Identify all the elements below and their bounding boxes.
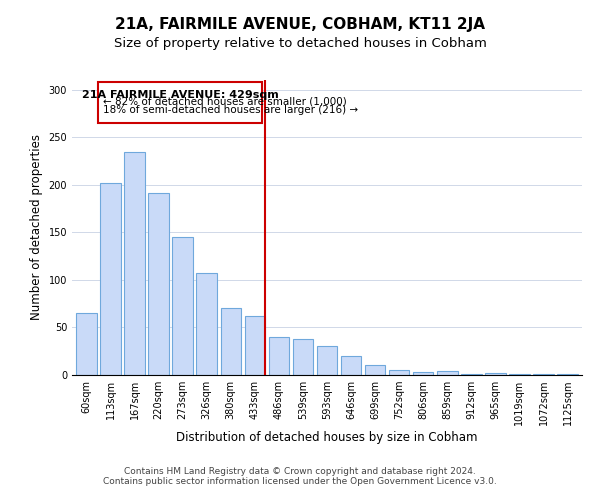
Text: Contains HM Land Registry data © Crown copyright and database right 2024.: Contains HM Land Registry data © Crown c… bbox=[124, 467, 476, 476]
Bar bbox=[172, 237, 193, 375]
Text: 21A FAIRMILE AVENUE: 429sqm: 21A FAIRMILE AVENUE: 429sqm bbox=[82, 90, 278, 100]
FancyBboxPatch shape bbox=[98, 82, 262, 123]
Bar bbox=[196, 273, 217, 375]
Bar bbox=[76, 313, 97, 375]
Bar bbox=[533, 374, 554, 375]
Text: 21A, FAIRMILE AVENUE, COBHAM, KT11 2JA: 21A, FAIRMILE AVENUE, COBHAM, KT11 2JA bbox=[115, 18, 485, 32]
X-axis label: Distribution of detached houses by size in Cobham: Distribution of detached houses by size … bbox=[176, 431, 478, 444]
Bar bbox=[389, 370, 409, 375]
Bar bbox=[293, 339, 313, 375]
Bar bbox=[437, 371, 458, 375]
Y-axis label: Number of detached properties: Number of detached properties bbox=[30, 134, 43, 320]
Text: 18% of semi-detached houses are larger (216) →: 18% of semi-detached houses are larger (… bbox=[103, 104, 358, 115]
Text: Size of property relative to detached houses in Cobham: Size of property relative to detached ho… bbox=[113, 38, 487, 51]
Bar bbox=[269, 337, 289, 375]
Bar bbox=[485, 373, 506, 375]
Text: ← 82% of detached houses are smaller (1,000): ← 82% of detached houses are smaller (1,… bbox=[103, 96, 347, 106]
Bar bbox=[221, 308, 241, 375]
Bar bbox=[413, 372, 433, 375]
Bar bbox=[365, 366, 385, 375]
Bar bbox=[557, 374, 578, 375]
Bar bbox=[341, 356, 361, 375]
Bar bbox=[461, 374, 482, 375]
Bar bbox=[100, 183, 121, 375]
Bar bbox=[148, 193, 169, 375]
Bar bbox=[245, 316, 265, 375]
Text: Contains public sector information licensed under the Open Government Licence v3: Contains public sector information licen… bbox=[103, 477, 497, 486]
Bar bbox=[509, 374, 530, 375]
Bar bbox=[317, 346, 337, 375]
Bar bbox=[124, 152, 145, 375]
